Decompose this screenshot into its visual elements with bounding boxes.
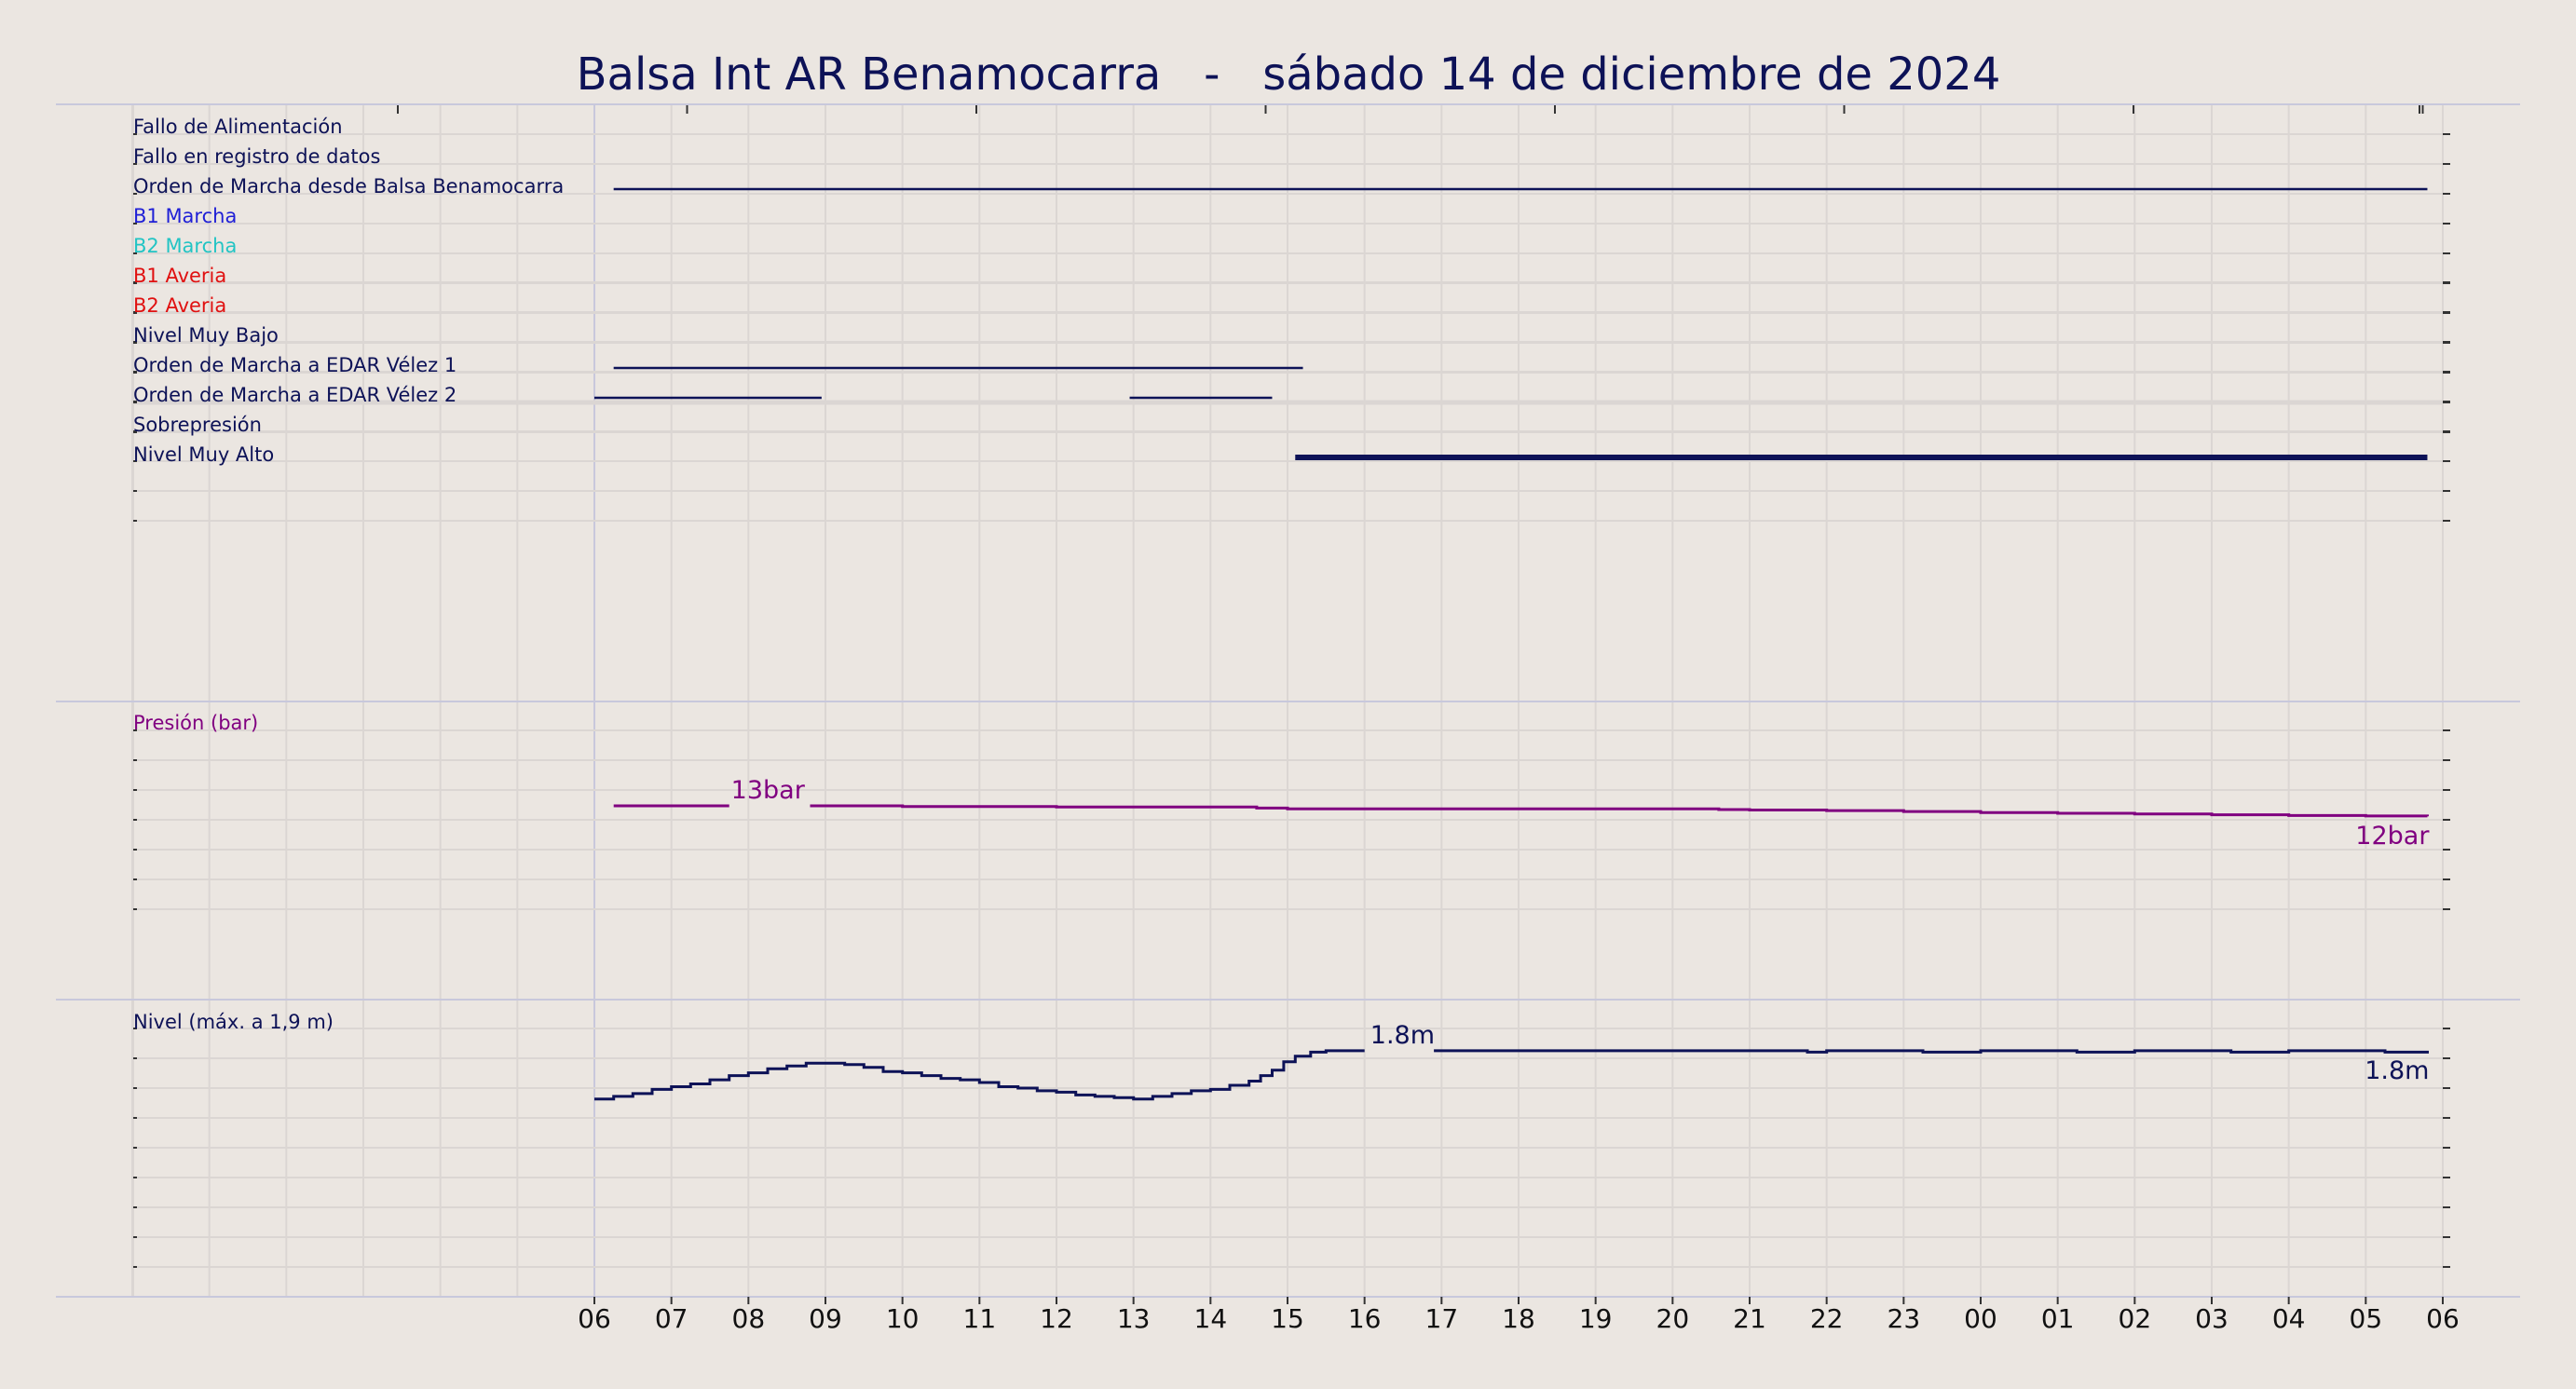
signal-label: B1 Averia [133,265,226,287]
signal-label: Nivel Muy Alto [133,443,274,466]
signal-label: Orden de Marcha a EDAR Vélez 2 [133,384,457,406]
signal-label: Fallo en registro de datos [133,145,380,168]
signal-label: Sobrepresión [133,414,262,436]
x-tick-label: 13 [1117,1303,1151,1334]
x-tick-label: 22 [1810,1303,1844,1334]
x-tick-label: 17 [1425,1303,1459,1334]
x-tick-label: 11 [963,1303,997,1334]
x-tick-label: 06 [2426,1303,2460,1334]
series-label: Presión (bar) [133,712,258,734]
signal-label: Nivel Muy Bajo [133,324,279,347]
signal-label: B2 Marcha [133,235,237,257]
x-tick-label: 06 [578,1303,611,1334]
x-tick-label: 04 [2272,1303,2306,1334]
x-tick-label: 09 [809,1303,842,1334]
value-annotation: 1.8m [2365,1056,2429,1085]
x-axis: 06 07 08 09 10 11 12 13 14 15 16 17 18 19 20 21 22 23 00 01… [578,1297,2460,1334]
x-tick-label: 16 [1348,1303,1382,1334]
signal-label: B2 Averia [133,294,226,317]
x-tick-label: 14 [1194,1303,1228,1334]
pressure-panel: Presión (bar) 13bar 12bar [133,712,2430,851]
x-tick-label: 23 [1888,1303,1921,1334]
x-tick-label: 18 [1502,1303,1535,1334]
x-tick-label: 07 [655,1303,688,1334]
series-label: Nivel (máx. a 1,9 m) [133,1011,334,1033]
value-annotation: 12bar [2355,822,2430,851]
series-line [810,804,2429,818]
x-tick-label: 12 [1040,1303,1073,1334]
x-tick-label: 00 [1964,1303,1997,1334]
digital-signals-panel: Fallo de Alimentación Fallo en registro d… [133,116,2428,466]
signal-label: B1 Marcha [133,205,237,227]
value-annotation: 1.8m [1370,1021,1435,1050]
signal-label: Orden de Marcha a EDAR Vélez 1 [133,354,457,376]
signal-label: Fallo de Alimentación [133,116,343,138]
x-tick-label: 19 [1579,1303,1613,1334]
level-panel: Nivel (máx. a 1,9 m) 1.8m 1.8m [133,1011,2429,1101]
x-tick-label: 03 [2195,1303,2228,1334]
x-tick-label: 20 [1656,1303,1690,1334]
chart-title: Balsa Int AR Benamocarra - sábado 14 de … [577,48,2001,101]
x-tick-label: 01 [2041,1303,2075,1334]
x-tick-label: 15 [1271,1303,1304,1334]
signal-label: Orden de Marcha desde Balsa Benamocarra [133,175,564,197]
x-tick-label: 10 [886,1303,920,1334]
x-tick-label: 05 [2350,1303,2383,1334]
x-tick-label: 21 [1733,1303,1766,1334]
x-tick-label: 08 [732,1303,766,1334]
series-line [594,1049,1365,1101]
value-annotation: 13bar [731,776,806,805]
series-line [1434,1049,2429,1054]
x-tick-label: 02 [2119,1303,2152,1334]
